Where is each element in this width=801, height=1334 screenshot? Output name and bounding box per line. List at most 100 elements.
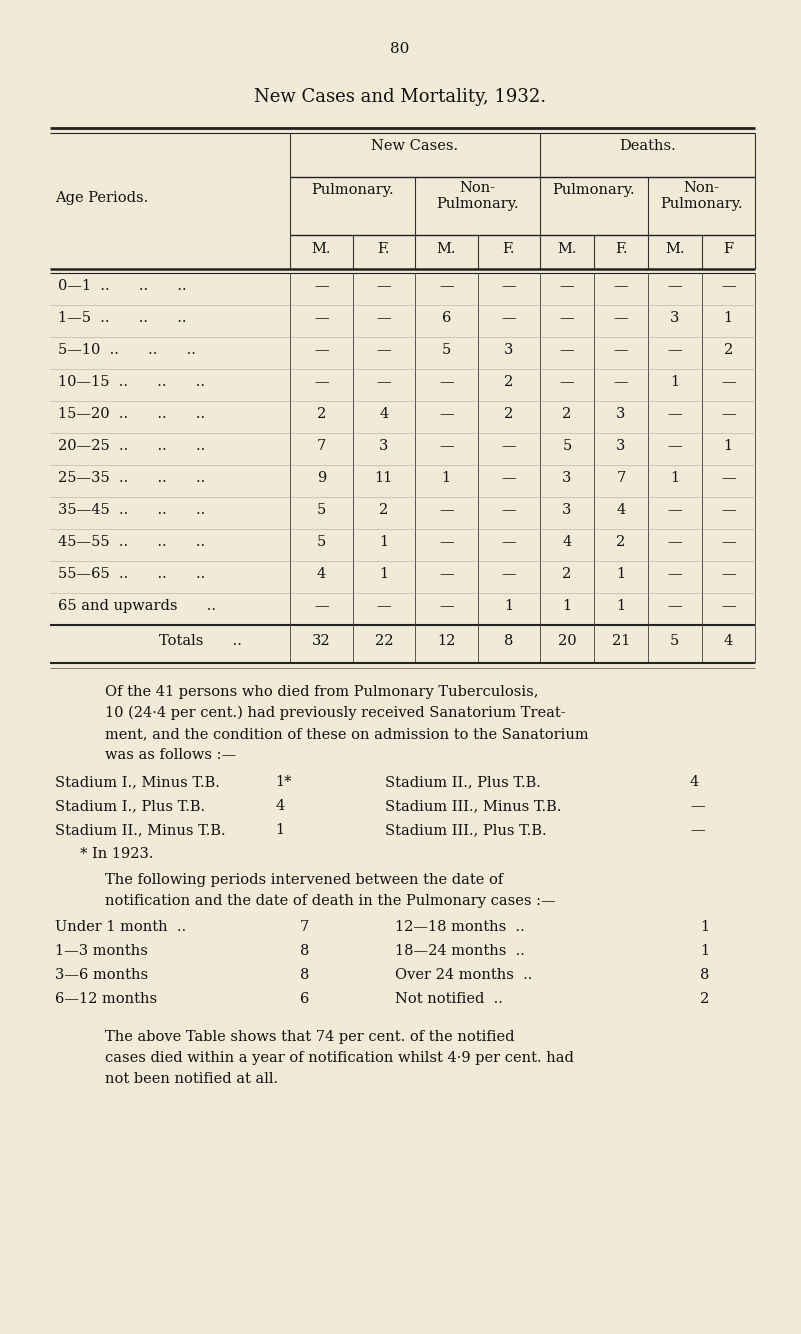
Text: M.: M. [665, 241, 685, 256]
Text: —: — [376, 311, 391, 325]
Text: M.: M. [312, 241, 331, 256]
Text: —: — [667, 407, 682, 422]
Text: —: — [614, 343, 628, 358]
Text: M.: M. [557, 241, 577, 256]
Text: F.: F. [377, 241, 390, 256]
Text: 80: 80 [390, 41, 409, 56]
Text: —: — [560, 311, 574, 325]
Text: 2: 2 [379, 503, 388, 518]
Text: 4: 4 [723, 634, 733, 648]
Text: Non-
Pulmonary.: Non- Pulmonary. [437, 181, 519, 211]
Text: —: — [314, 279, 328, 293]
Text: —: — [439, 535, 453, 550]
Text: The above Table shows that 74 per cent. of the notified: The above Table shows that 74 per cent. … [105, 1030, 514, 1045]
Text: 1—5  ..  ..  ..: 1—5 .. .. .. [58, 311, 187, 325]
Text: —: — [501, 311, 516, 325]
Text: 5—10  ..  ..  ..: 5—10 .. .. .. [58, 343, 196, 358]
Text: Stadium III., Plus T.B.: Stadium III., Plus T.B. [385, 823, 546, 836]
Text: 5: 5 [316, 535, 326, 550]
Text: —: — [721, 375, 735, 390]
Text: 1: 1 [700, 944, 709, 958]
Text: —: — [690, 799, 705, 812]
Text: 1: 1 [504, 599, 513, 614]
Text: 8: 8 [300, 968, 309, 982]
Text: —: — [376, 279, 391, 293]
Text: Not notified  ..: Not notified .. [395, 992, 503, 1006]
Text: 5: 5 [562, 439, 572, 454]
Text: ment, and the condition of these on admission to the Sanatorium: ment, and the condition of these on admi… [105, 727, 589, 740]
Text: —: — [667, 503, 682, 518]
Text: —: — [721, 407, 735, 422]
Text: —: — [314, 343, 328, 358]
Text: Stadium II., Plus T.B.: Stadium II., Plus T.B. [385, 775, 541, 788]
Text: —: — [314, 311, 328, 325]
Text: —: — [501, 503, 516, 518]
Text: 11: 11 [375, 471, 392, 486]
Text: —: — [501, 279, 516, 293]
Text: 4: 4 [379, 407, 388, 422]
Text: 45—55  ..  ..  ..: 45—55 .. .. .. [58, 535, 205, 550]
Text: 55—65  ..  ..  ..: 55—65 .. .. .. [58, 567, 205, 582]
Text: —: — [439, 599, 453, 614]
Text: 1: 1 [670, 375, 679, 390]
Text: 4: 4 [316, 567, 326, 582]
Text: —: — [314, 599, 328, 614]
Text: 4: 4 [617, 503, 626, 518]
Text: 22: 22 [375, 634, 393, 648]
Text: New Cases and Mortality, 1932.: New Cases and Mortality, 1932. [254, 88, 546, 105]
Text: —: — [376, 343, 391, 358]
Text: —: — [439, 279, 453, 293]
Text: —: — [690, 823, 705, 836]
Text: —: — [501, 471, 516, 486]
Text: —: — [501, 535, 516, 550]
Text: 21: 21 [612, 634, 630, 648]
Text: —: — [721, 567, 735, 582]
Text: 35—45  ..  ..  ..: 35—45 .. .. .. [58, 503, 205, 518]
Text: —: — [314, 375, 328, 390]
Text: 5: 5 [670, 634, 679, 648]
Text: —: — [376, 599, 391, 614]
Text: —: — [667, 599, 682, 614]
Text: Of the 41 persons who died from Pulmonary Tuberculosis,: Of the 41 persons who died from Pulmonar… [105, 684, 538, 699]
Text: —: — [439, 567, 453, 582]
Text: Stadium I., Plus T.B.: Stadium I., Plus T.B. [55, 799, 205, 812]
Text: 1: 1 [617, 567, 626, 582]
Text: —: — [439, 375, 453, 390]
Text: was as follows :—: was as follows :— [105, 748, 236, 762]
Text: 1—3 months: 1—3 months [55, 944, 148, 958]
Text: 18—24 months  ..: 18—24 months .. [395, 944, 525, 958]
Text: 3: 3 [562, 471, 572, 486]
Text: 7: 7 [316, 439, 326, 454]
Text: Age Periods.: Age Periods. [55, 191, 148, 205]
Text: Stadium III., Minus T.B.: Stadium III., Minus T.B. [385, 799, 562, 812]
Text: 12: 12 [437, 634, 456, 648]
Text: 2: 2 [562, 567, 572, 582]
Text: 12—18 months  ..: 12—18 months .. [395, 920, 525, 934]
Text: —: — [614, 375, 628, 390]
Text: 1: 1 [275, 823, 284, 836]
Text: —: — [667, 567, 682, 582]
Text: 1: 1 [723, 439, 733, 454]
Text: F: F [723, 241, 733, 256]
Text: 1: 1 [700, 920, 709, 934]
Text: 1: 1 [670, 471, 679, 486]
Text: 2: 2 [504, 407, 513, 422]
Text: 3: 3 [616, 439, 626, 454]
Text: —: — [667, 535, 682, 550]
Text: * In 1923.: * In 1923. [80, 847, 154, 860]
Text: —: — [560, 343, 574, 358]
Text: 6: 6 [300, 992, 309, 1006]
Text: 25—35  ..  ..  ..: 25—35 .. .. .. [58, 471, 205, 486]
Text: 3: 3 [379, 439, 388, 454]
Text: 6—12 months: 6—12 months [55, 992, 157, 1006]
Text: 20: 20 [557, 634, 576, 648]
Text: 4: 4 [562, 535, 572, 550]
Text: —: — [614, 279, 628, 293]
Text: —: — [721, 471, 735, 486]
Text: 2: 2 [504, 375, 513, 390]
Text: The following periods intervened between the date of: The following periods intervened between… [105, 872, 503, 887]
Text: —: — [501, 567, 516, 582]
Text: Non-
Pulmonary.: Non- Pulmonary. [660, 181, 743, 211]
Text: —: — [439, 439, 453, 454]
Text: 1: 1 [441, 471, 451, 486]
